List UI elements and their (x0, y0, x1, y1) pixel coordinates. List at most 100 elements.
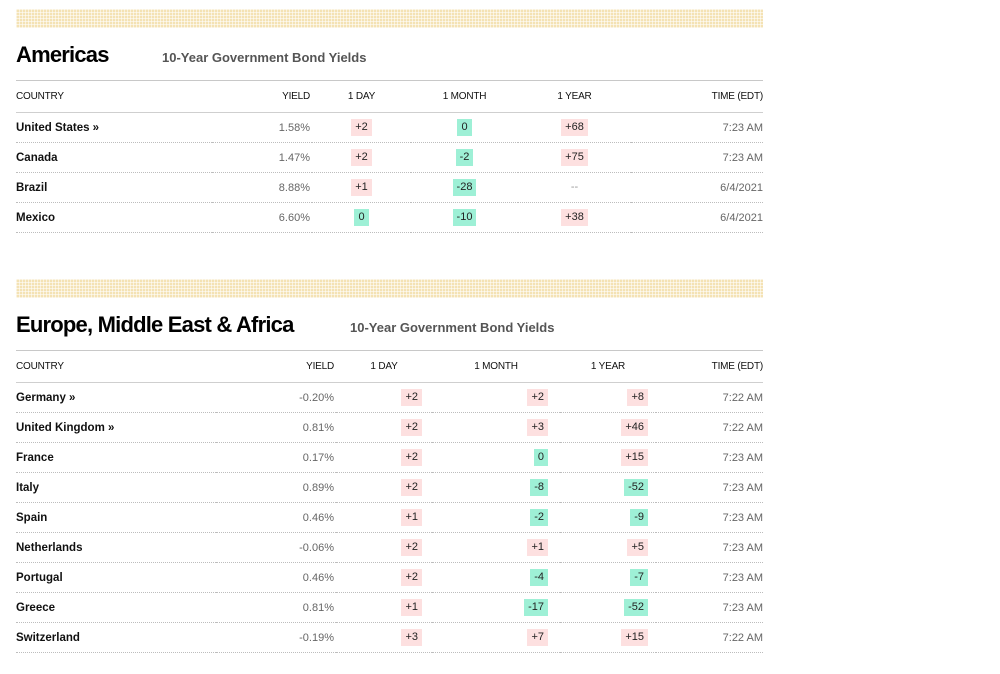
yield-value: 1.47% (212, 142, 312, 173)
time-value: 6/4/2021 (631, 172, 763, 203)
day-change-badge: +2 (401, 419, 422, 436)
time-value: 7:23 AM (656, 532, 763, 563)
year-change-badge: +38 (561, 209, 588, 226)
day-change-badge: +2 (401, 449, 422, 466)
time-value: 7:22 AM (656, 412, 763, 443)
month-change-badge: -8 (530, 479, 548, 496)
country-link[interactable]: Portugal (16, 562, 216, 593)
column-header-country[interactable]: COUNTRY (16, 351, 216, 383)
day-change-badge: +2 (401, 569, 422, 586)
table-row: France 0.17% +2 0 +15 7:23 AM (16, 442, 763, 473)
country-link[interactable]: Spain (16, 502, 216, 533)
time-value: 7:23 AM (656, 502, 763, 533)
column-header-1-year[interactable]: 1 YEAR (518, 81, 631, 113)
column-header-1-day[interactable]: 1 DAY (336, 351, 432, 383)
month-change-badge: +2 (527, 389, 548, 406)
day-change-badge: +2 (401, 539, 422, 556)
section-subtitle: 10-Year Government Bond Yields (350, 320, 555, 335)
country-link[interactable]: Switzerland (16, 622, 216, 653)
section-title: Europe, Middle East & Africa (16, 312, 294, 337)
day-change-cell: +2 (336, 562, 432, 593)
country-link[interactable]: France (16, 442, 216, 473)
month-change-badge: -4 (530, 569, 548, 586)
month-change-cell: +2 (432, 382, 560, 413)
day-change-badge: +1 (401, 599, 422, 616)
day-change-cell: +2 (336, 382, 432, 413)
month-change-badge: -10 (452, 209, 477, 226)
time-value: 7:23 AM (656, 472, 763, 503)
month-change-cell: -4 (432, 562, 560, 593)
country-link[interactable]: Mexico (16, 202, 212, 233)
time-value: 6/4/2021 (631, 202, 763, 233)
column-header-time[interactable]: TIME (EDT) (631, 81, 763, 113)
month-change-badge: -17 (524, 599, 548, 616)
yield-value: 0.46% (216, 502, 336, 533)
column-header-time[interactable]: TIME (EDT) (656, 351, 763, 383)
country-link[interactable]: United Kingdom » (16, 412, 216, 443)
column-header-country[interactable]: COUNTRY (16, 81, 212, 113)
section-divider-stripe (16, 279, 763, 298)
emea-header: Europe, Middle East & Africa 10-Year Gov… (16, 298, 763, 350)
yield-value: 0.89% (216, 472, 336, 503)
column-header-1-month[interactable]: 1 MONTH (411, 81, 518, 113)
year-change-cell: +38 (518, 202, 631, 233)
country-link[interactable]: Greece (16, 592, 216, 623)
country-link[interactable]: Italy (16, 472, 216, 503)
americas-header: Americas 10-Year Government Bond Yields (16, 28, 763, 80)
month-change-badge: +1 (527, 539, 548, 556)
column-header-1-year[interactable]: 1 YEAR (560, 351, 656, 383)
yield-value: 8.88% (212, 172, 312, 203)
month-change-cell: +3 (432, 412, 560, 443)
year-change-badge: +5 (627, 539, 648, 556)
table-row: Italy 0.89% +2 -8 -52 7:23 AM (16, 472, 763, 503)
header-rule (16, 350, 763, 351)
section-divider-stripe (16, 9, 763, 28)
month-change-cell: +1 (432, 532, 560, 563)
column-header-1-day[interactable]: 1 DAY (312, 81, 411, 113)
year-change-cell: +15 (560, 622, 656, 653)
year-change-badge: -9 (630, 509, 648, 526)
year-change-cell: +46 (560, 412, 656, 443)
time-value: 7:22 AM (656, 622, 763, 653)
day-change-badge: +1 (351, 179, 372, 196)
day-change-cell: +2 (336, 532, 432, 563)
country-link[interactable]: Canada (16, 142, 212, 173)
table-row: Germany » -0.20% +2 +2 +8 7:22 AM (16, 382, 763, 413)
year-change-cell: +5 (560, 532, 656, 563)
yield-value: 0.46% (216, 562, 336, 593)
column-header-yield[interactable]: YIELD (216, 351, 336, 383)
table-row: United Kingdom » 0.81% +2 +3 +46 7:22 AM (16, 412, 763, 443)
year-change-cell: -52 (560, 472, 656, 503)
time-value: 7:23 AM (656, 442, 763, 473)
year-change-badge: -- (570, 181, 579, 193)
year-change-badge: +15 (621, 629, 648, 646)
day-change-badge: +1 (401, 509, 422, 526)
table-row: Netherlands -0.06% +2 +1 +5 7:23 AM (16, 532, 763, 563)
table-header-row: COUNTRY YIELD 1 DAY 1 MONTH 1 YEAR TIME … (16, 81, 763, 113)
table-body: Germany » -0.20% +2 +2 +8 7:22 AM United Kingd… (16, 382, 763, 653)
country-link[interactable]: Germany » (16, 382, 216, 413)
day-change-cell: +2 (336, 412, 432, 443)
year-change-badge: +8 (627, 389, 648, 406)
day-change-cell: +2 (312, 142, 411, 173)
bond-yield-table: COUNTRY YIELD 1 DAY 1 MONTH 1 YEAR TIME … (16, 81, 763, 233)
time-value: 7:23 AM (656, 562, 763, 593)
column-header-1-month[interactable]: 1 MONTH (432, 351, 560, 383)
table-row: Spain 0.46% +1 -2 -9 7:23 AM (16, 502, 763, 533)
month-change-badge: +7 (527, 629, 548, 646)
month-change-cell: -10 (411, 202, 518, 233)
country-link[interactable]: Brazil (16, 172, 212, 203)
month-change-badge: -2 (455, 149, 474, 166)
column-header-yield[interactable]: YIELD (212, 81, 312, 113)
yield-value: -0.20% (216, 382, 336, 413)
table-row: Greece 0.81% +1 -17 -52 7:23 AM (16, 592, 763, 623)
country-link[interactable]: United States » (16, 112, 212, 143)
section-subtitle: 10-Year Government Bond Yields (162, 50, 367, 65)
year-change-cell: -7 (560, 562, 656, 593)
month-change-cell: 0 (432, 442, 560, 473)
day-change-cell: +3 (336, 622, 432, 653)
year-change-cell: +8 (560, 382, 656, 413)
day-change-cell: +2 (312, 112, 411, 143)
country-link[interactable]: Netherlands (16, 532, 216, 563)
emea-section: Europe, Middle East & Africa 10-Year Gov… (16, 279, 763, 653)
